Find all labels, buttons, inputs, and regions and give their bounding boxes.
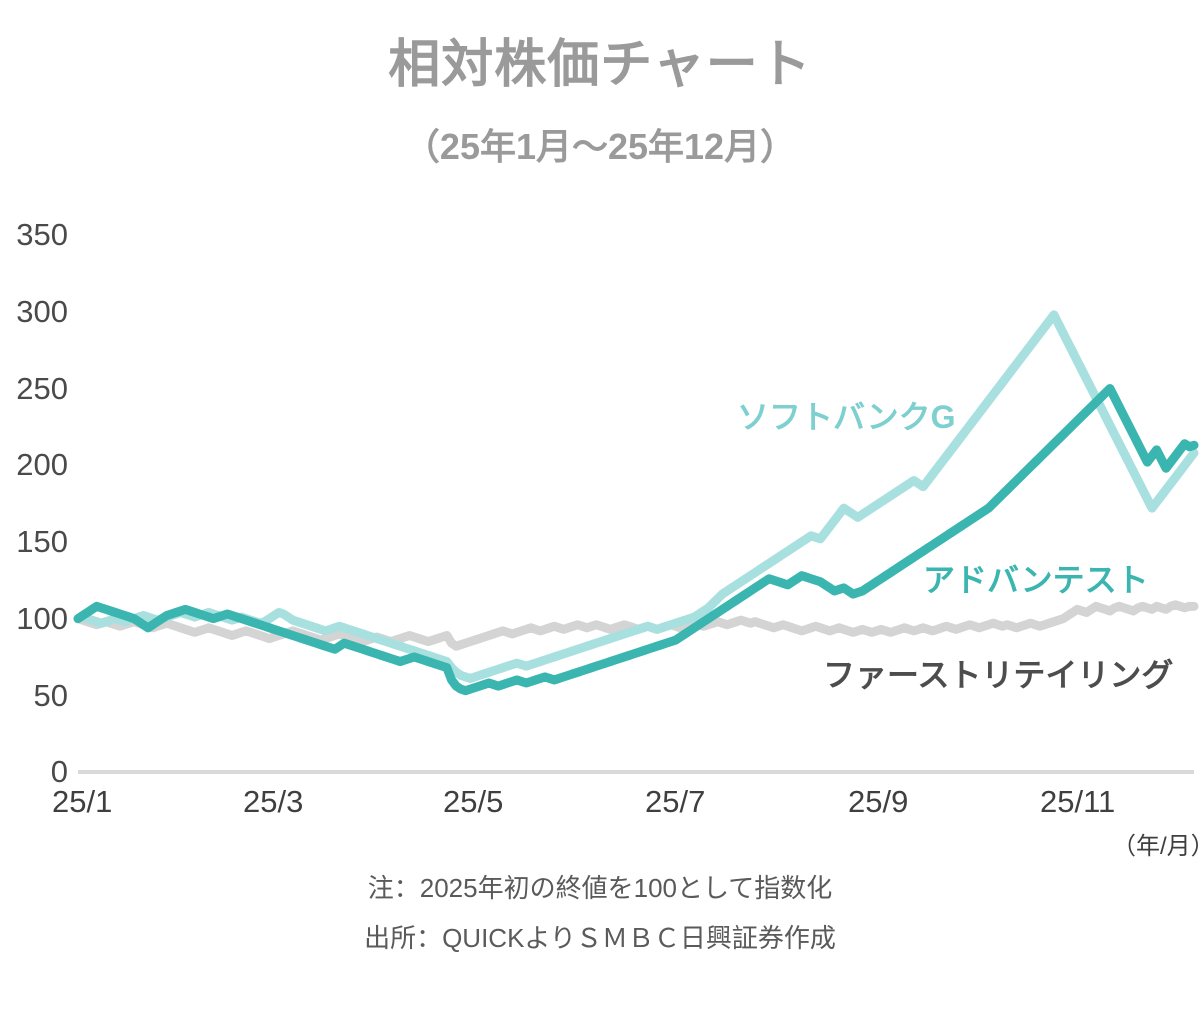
chart-subtitle: （25年1月〜25年12月） [403, 126, 797, 167]
series-label-fastretailing: ファーストリテイリング [823, 657, 1174, 693]
y-axis-tick-300: 300 [16, 294, 68, 329]
x-axis-tick-25-5: 25/5 [443, 784, 504, 819]
y-axis-tick-350: 350 [16, 217, 68, 252]
y-axis-tick-200: 200 [16, 447, 68, 482]
chart-title: 相対株価チャート [388, 36, 812, 94]
x-axis-tick-25-7: 25/7 [645, 784, 706, 819]
y-axis-tick-250: 250 [16, 371, 68, 406]
y-axis-tick-0: 0 [50, 754, 68, 789]
chart-source: 出所：QUICKよりＳＭＢＣ日興証券作成 [364, 923, 836, 953]
x-axis-tick-25-1: 25/1 [52, 784, 113, 819]
series-label-softbank: ソフトバンクG [737, 399, 956, 435]
series-label-advantest: アドバンテスト [923, 562, 1149, 598]
series-line-advantest [73, 384, 1199, 696]
y-axis-tick-50: 50 [33, 678, 68, 713]
y-axis-tick-150: 150 [16, 524, 68, 559]
chart-note: 注：2025年初の終値を100として指数化 [367, 873, 833, 903]
x-axis-unit-label: （年/月） [1112, 833, 1200, 860]
y-axis-tick-100: 100 [16, 601, 68, 636]
x-axis-tick-25-9: 25/9 [848, 784, 909, 819]
x-axis-tick-25-3: 25/3 [243, 784, 304, 819]
x-axis-tick-25-11: 25/11 [1040, 784, 1116, 819]
